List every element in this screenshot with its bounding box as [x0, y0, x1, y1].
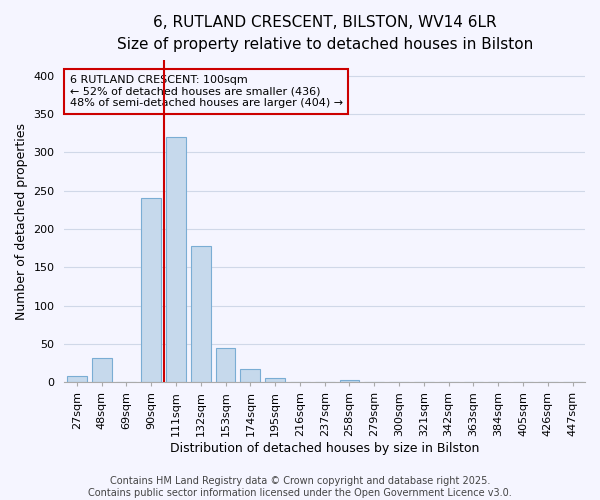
X-axis label: Distribution of detached houses by size in Bilston: Distribution of detached houses by size …	[170, 442, 479, 455]
Text: 6 RUTLAND CRESCENT: 100sqm
← 52% of detached houses are smaller (436)
48% of sem: 6 RUTLAND CRESCENT: 100sqm ← 52% of deta…	[70, 75, 343, 108]
Bar	[191, 246, 211, 382]
Bar	[241, 370, 260, 382]
Bar	[141, 198, 161, 382]
Y-axis label: Number of detached properties: Number of detached properties	[15, 123, 28, 320]
Bar	[166, 137, 186, 382]
Bar	[340, 380, 359, 382]
Title: 6, RUTLAND CRESCENT, BILSTON, WV14 6LR
Size of property relative to detached hou: 6, RUTLAND CRESCENT, BILSTON, WV14 6LR S…	[116, 15, 533, 52]
Text: Contains HM Land Registry data © Crown copyright and database right 2025.
Contai: Contains HM Land Registry data © Crown c…	[88, 476, 512, 498]
Bar	[265, 378, 285, 382]
Bar	[67, 376, 87, 382]
Bar	[215, 348, 235, 382]
Bar	[92, 358, 112, 382]
